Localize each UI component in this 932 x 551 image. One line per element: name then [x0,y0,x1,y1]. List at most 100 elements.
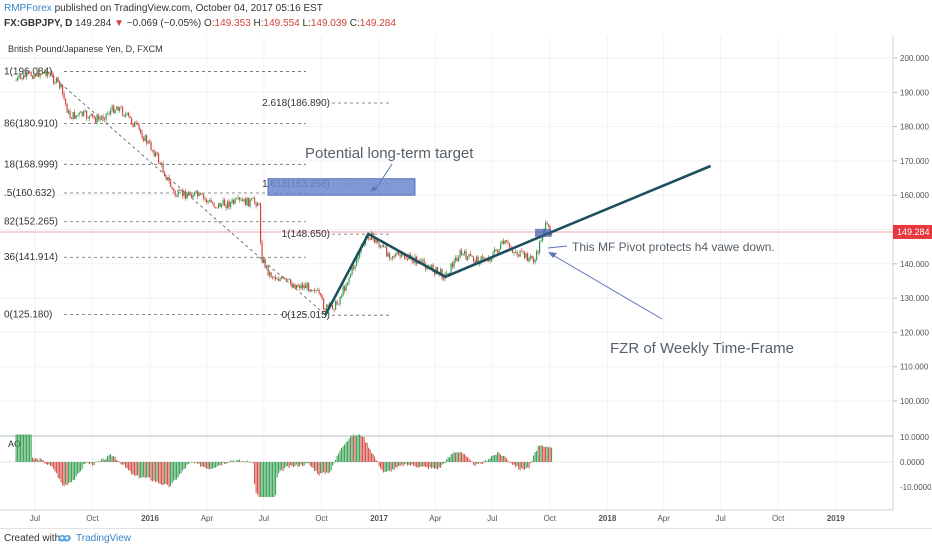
time-tick-label: Oct [86,514,99,523]
candle-body [392,256,394,259]
candle-body [194,191,196,196]
oscillator-bar [194,462,196,464]
candle-body [264,258,266,268]
candle-body [170,181,172,187]
time-tick-label: Jul [30,514,40,523]
candle-body [77,115,79,116]
tradingview-logo-icon[interactable] [56,532,72,547]
oscillator-bar [333,462,335,464]
candle-body [426,269,428,270]
candle-body [455,257,457,261]
oscillator-bar [345,442,347,462]
oscillator-bar [254,462,256,485]
fzr-annotation[interactable]: FZR of Weekly Time-Frame [610,340,794,357]
time-tick-label: Jul [487,514,497,523]
fib-retracement-label: 86(180.910) [4,118,58,129]
oscillator-bar [386,462,388,472]
time-axis[interactable]: Jul Oct 2016 Apr Jul Oct 2017 Apr Jul Oct 2018 Apr J… [30,514,845,523]
oscillator-bar [297,462,299,467]
candle-body [270,272,272,278]
oscillator-bar [177,462,179,478]
oscillator-bar [293,462,295,468]
price-tick-label: 120.000 [900,328,929,337]
oscillator-bar [413,462,415,466]
candle-body [107,113,109,115]
oscillator-bar [230,460,232,462]
oscillator-bar [521,462,523,468]
oscillator-bar [497,451,499,462]
candle-body [230,202,232,208]
projection-line[interactable] [324,164,712,316]
main-pane[interactable] [0,36,893,436]
candle-body [96,116,98,123]
oscillator-bar [263,462,265,497]
oscillator-bar [471,461,473,462]
candle-body [309,289,311,292]
candle-body [185,191,187,199]
candle-body [246,197,248,206]
oscillator-bar [255,462,257,493]
candle-body [227,201,229,209]
price-tick-label: 190.000 [900,88,929,97]
oscillator-bar [33,458,35,462]
fib-diagonal [46,71,326,315]
candle-body [500,243,502,249]
candle-body [374,238,376,243]
candle-body [497,250,499,253]
candle-body [266,265,268,268]
candle-body [47,72,49,76]
oscillator-bar [476,462,478,464]
oscillator-bar [299,462,301,467]
oscillator-bar [111,456,113,462]
candle-body [495,249,497,251]
price-tick-label: 140.000 [900,260,929,269]
candle-body [519,250,521,257]
candle-body [525,253,527,258]
oscillator-bar [204,462,206,468]
candle-body [273,276,275,278]
candle-body [356,260,358,266]
pivot-annotation[interactable]: This MF Pivot protects h4 vawe down. [572,240,775,254]
oscillator-pane[interactable] [0,436,893,510]
oscillator-bar [464,453,466,462]
candle-body [134,122,136,127]
current-price-tag-label: 149.284 [897,227,930,237]
oscillator-bar [500,454,502,462]
candle-body [401,252,403,257]
oscillator-bar [429,462,431,468]
oscillator-bar [480,462,482,464]
oscillator-bar [336,455,338,462]
pivot-box [535,228,551,237]
target-zone-box[interactable] [267,178,416,196]
tradingview-brand-link[interactable]: TradingView [76,533,132,544]
candle-body [248,197,250,207]
oscillator-bar [440,462,442,468]
author-link[interactable]: RMPForex [4,3,52,14]
target-annotation[interactable]: Potential long-term target [305,145,474,162]
oscillator-bar [68,462,70,484]
oscillator-bar [261,462,263,497]
candle-body [422,259,424,261]
candle-body [215,207,217,208]
price-chart[interactable]: British Pound/Japanese Yen, D, FXCM 200.… [0,36,932,528]
symbol-label[interactable]: FX:GBPJPY, D [4,18,73,29]
candle-body [308,283,310,292]
candle-body [29,71,31,73]
candle-body [551,234,553,236]
oscillator-bar [453,451,455,462]
candle-body [542,234,544,241]
price-tick-label: 160.000 [900,191,929,200]
oscillator-bar [143,462,145,478]
oscillator-bar [150,462,152,481]
candle-body [179,190,181,191]
oscillator-bar [482,462,484,464]
oscillator-axis[interactable]: 10.0000 0.0000 -10.0000 [900,433,932,492]
oscillator-bar [149,462,151,478]
oscillator-bar [363,436,365,462]
oscillator-bar [32,457,34,462]
oscillator-bar [381,462,383,471]
oscillator-bar [396,462,398,468]
oscillator-bar [81,462,83,469]
candle-body [95,117,97,123]
candle-body [258,203,260,205]
